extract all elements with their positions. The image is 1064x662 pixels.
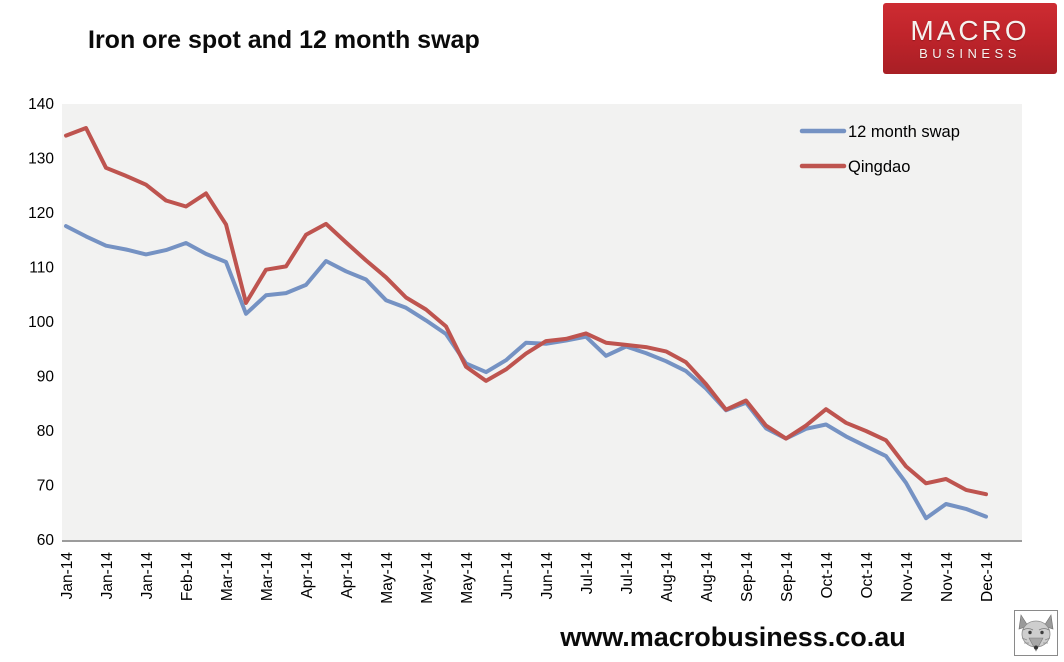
logo-text-business: BUSINESS <box>919 45 1021 61</box>
x-tick-label: Sep-14 <box>739 552 756 602</box>
x-tick-label: Apr-14 <box>339 552 356 599</box>
x-tick-label: Mar-14 <box>259 552 276 601</box>
x-tick-label: Sep-14 <box>779 552 796 602</box>
x-tick-label: Jun-14 <box>499 552 516 600</box>
x-tick-label: Apr-14 <box>299 552 316 599</box>
x-tick-label: Feb-14 <box>179 552 196 601</box>
legend-label: 12 month swap <box>848 123 960 141</box>
y-tick-label: 60 <box>37 532 55 549</box>
footer-url: www.macrobusiness.co.au <box>560 622 906 652</box>
y-tick-label: 110 <box>29 260 54 277</box>
y-tick-label: 130 <box>28 151 54 168</box>
x-tick-label: Jan-14 <box>139 552 156 600</box>
legend-label: Qingdao <box>848 158 910 176</box>
x-tick-label: Jan-14 <box>59 552 76 600</box>
plot-area <box>62 104 1022 540</box>
x-tick-label: Jan-14 <box>99 552 116 600</box>
wolf-face-icon <box>1014 610 1058 656</box>
x-tick-label: Oct-14 <box>819 552 836 599</box>
x-tick-label: Jul-14 <box>579 552 596 595</box>
y-tick-label: 80 <box>37 423 55 440</box>
y-tick-label: 90 <box>37 369 55 386</box>
x-tick-label: Jul-14 <box>619 552 636 595</box>
series-line-12-month-swap <box>64 224 988 521</box>
y-tick-label: 70 <box>37 478 55 495</box>
x-tick-label: Nov-14 <box>899 552 916 602</box>
x-tick-label: Oct-14 <box>859 552 876 599</box>
y-tick-label: 140 <box>28 96 54 113</box>
x-tick-label: May-14 <box>379 552 396 604</box>
x-tick-label: Mar-14 <box>219 552 236 601</box>
x-tick-label: May-14 <box>419 552 436 604</box>
x-tick-label: Jun-14 <box>539 552 556 600</box>
chart-title: Iron ore spot and 12 month swap <box>88 26 480 54</box>
macrobusiness-logo: MACRO BUSINESS <box>883 3 1057 74</box>
y-tick-label: 100 <box>28 314 54 331</box>
x-tick-label: Dec-14 <box>979 552 996 602</box>
x-tick-label: Aug-14 <box>659 552 676 602</box>
y-tick-label: 120 <box>28 205 54 222</box>
x-tick-label: May-14 <box>459 552 476 604</box>
x-tick-label: Aug-14 <box>699 552 716 602</box>
x-tick-label: Nov-14 <box>939 552 956 602</box>
series-line-qingdao <box>64 126 988 497</box>
logo-text-macro: MACRO <box>910 14 1030 46</box>
